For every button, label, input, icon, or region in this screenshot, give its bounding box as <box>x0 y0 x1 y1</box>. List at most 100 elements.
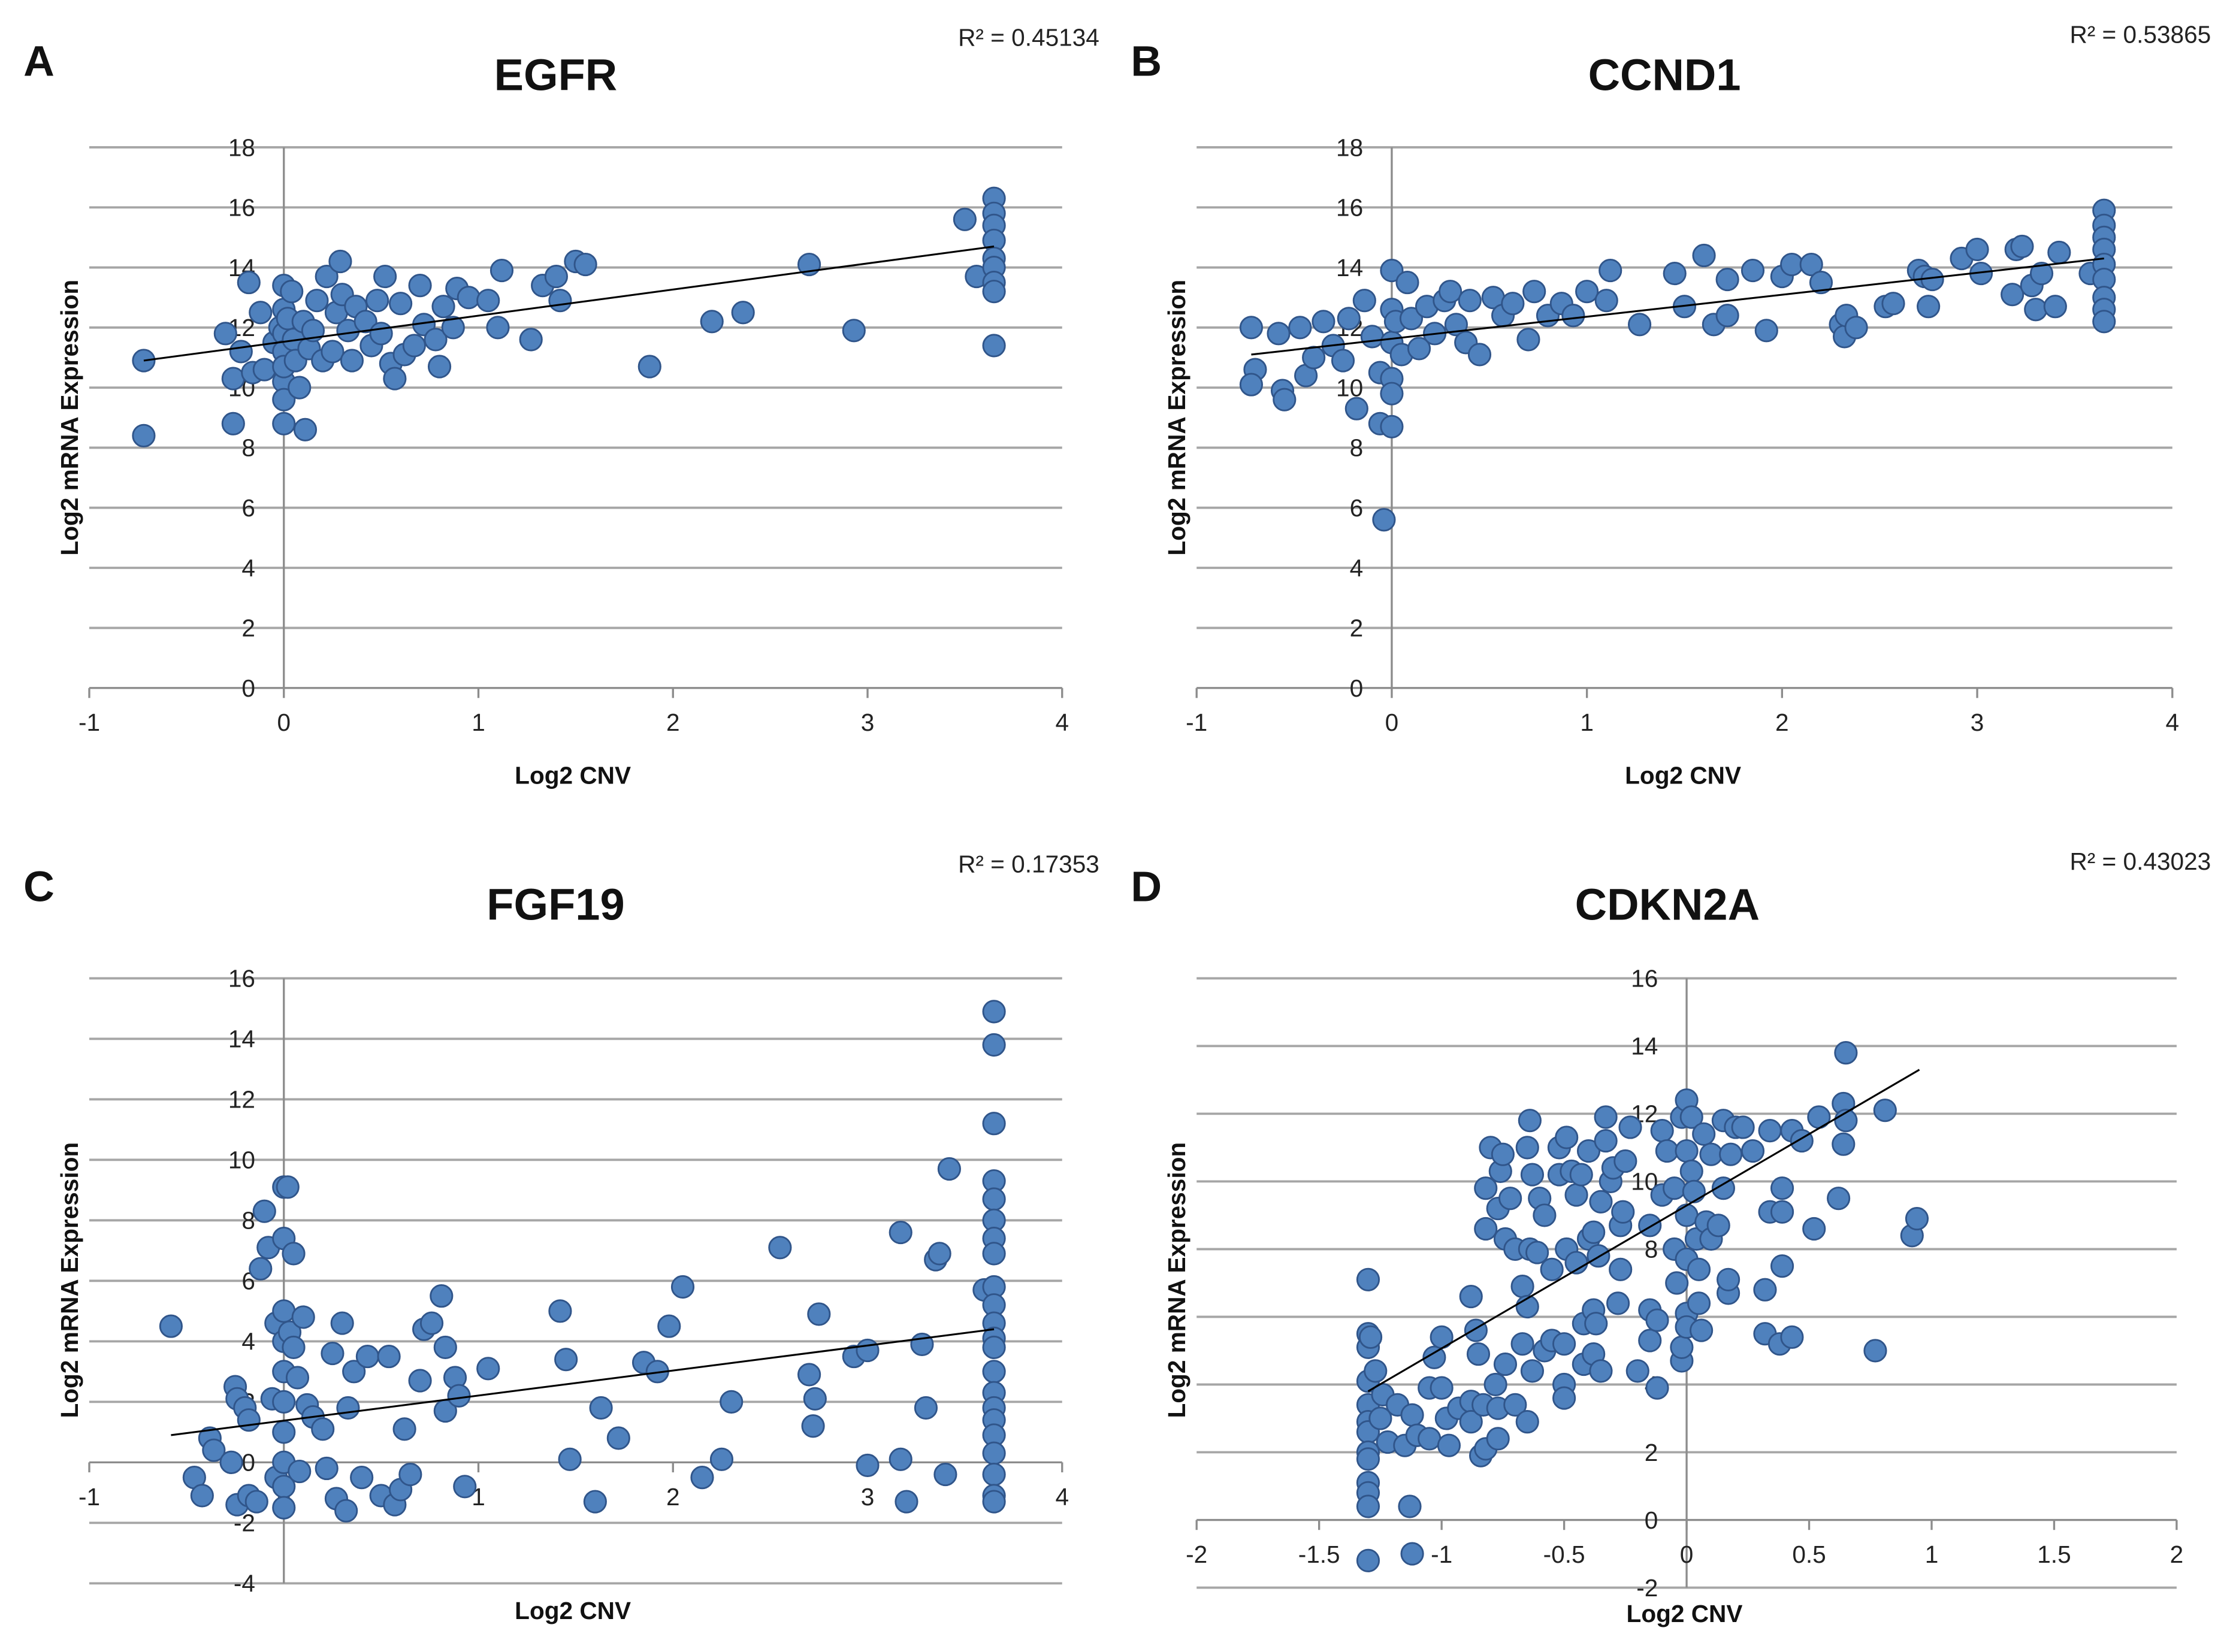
data-point <box>1522 280 1546 304</box>
data-point <box>982 1033 1006 1057</box>
data-point <box>1395 271 1419 295</box>
data-point <box>1520 1359 1545 1383</box>
data-point <box>1780 252 1804 277</box>
data-point <box>1711 1176 1735 1200</box>
data-point <box>1501 292 1525 316</box>
data-point <box>447 1384 471 1408</box>
data-point <box>1753 1278 1777 1302</box>
data-point <box>1467 343 1492 367</box>
data-point <box>1655 1139 1679 1163</box>
trendline <box>143 245 995 362</box>
data-point <box>350 1466 374 1490</box>
data-point <box>377 1345 401 1369</box>
data-point <box>1687 1291 1711 1315</box>
data-point <box>2043 295 2067 319</box>
data-point <box>1881 292 1905 316</box>
data-point <box>1799 252 1823 277</box>
data-point <box>1352 289 1376 313</box>
data-point <box>982 1000 1006 1024</box>
data-point <box>1273 388 1297 412</box>
y-tick-label: 8 <box>1350 434 1364 462</box>
data-point <box>548 289 572 313</box>
data-point <box>1380 382 1404 406</box>
data-point <box>202 1438 226 1462</box>
data-point <box>1770 1176 1794 1200</box>
x-axis-label: Log2 CNV <box>1625 762 1741 789</box>
data-point <box>1491 1142 1515 1166</box>
data-point <box>1638 1214 1662 1238</box>
data-point <box>373 264 397 289</box>
data-point <box>842 319 866 343</box>
data-point <box>1439 280 1463 304</box>
data-point <box>1650 1119 1674 1143</box>
data-point <box>321 340 345 364</box>
data-point <box>2092 310 2116 334</box>
panel-letter: C <box>23 863 55 910</box>
data-point <box>1458 289 1482 313</box>
data-point <box>700 310 724 334</box>
data-point <box>1302 346 1326 370</box>
data-point <box>249 301 273 325</box>
data-point <box>1399 307 1424 331</box>
y-tick-label: 16 <box>1631 965 1658 993</box>
data-point <box>1288 316 1312 340</box>
data-point <box>797 1363 821 1387</box>
data-point <box>237 271 261 295</box>
data-point <box>982 1490 1006 1514</box>
x-tick-label: 4 <box>2165 709 2179 736</box>
x-tick-label: 1 <box>472 709 485 736</box>
data-point <box>720 1390 744 1414</box>
data-point <box>914 1396 938 1420</box>
data-point <box>441 316 465 340</box>
y-tick-label: 6 <box>1350 494 1364 522</box>
data-point <box>1645 1308 1669 1332</box>
data-point <box>457 286 481 310</box>
data-point <box>336 1396 360 1420</box>
data-point <box>1611 1200 1635 1224</box>
data-point <box>252 358 276 382</box>
data-point <box>1834 1041 1858 1065</box>
data-point <box>383 367 407 391</box>
data-point <box>340 349 364 373</box>
data-point <box>489 258 514 283</box>
x-tick-label: 0 <box>1385 709 1399 736</box>
data-point <box>982 1112 1006 1136</box>
data-point <box>1905 1206 1929 1231</box>
data-point <box>402 334 426 358</box>
data-point <box>342 1360 366 1384</box>
y-tick-label: 10 <box>1336 374 1363 401</box>
x-tick-label: 3 <box>1971 709 1984 736</box>
y-axis-label: Log2 mRNA Expression <box>56 280 83 556</box>
data-point <box>355 1345 379 1369</box>
data-point <box>272 1420 296 1444</box>
y-tick-label: 8 <box>241 434 255 462</box>
y-tick-label: 4 <box>241 554 255 582</box>
data-point <box>1564 1183 1588 1207</box>
data-point <box>1356 1267 1380 1291</box>
data-point <box>237 1408 261 1432</box>
x-tick-label: 2 <box>666 1483 680 1511</box>
data-point <box>330 1311 354 1335</box>
x-tick-label: 0.5 <box>1792 1541 1826 1568</box>
y-tick-label: 16 <box>228 965 255 993</box>
data-point <box>1407 337 1431 361</box>
data-point <box>301 319 325 343</box>
data-point <box>1692 243 1716 268</box>
data-point <box>1690 1318 1714 1342</box>
data-point <box>221 367 245 391</box>
data-point <box>252 1199 276 1223</box>
data-point <box>353 310 377 334</box>
data-point <box>1493 1352 1518 1376</box>
data-point <box>1569 1163 1593 1187</box>
data-point <box>430 1284 454 1308</box>
data-point <box>933 1462 957 1487</box>
data-point <box>132 423 156 447</box>
data-point <box>1675 1203 1699 1227</box>
data-point <box>1356 1494 1380 1518</box>
data-point <box>1584 1312 1608 1336</box>
y-axis-label: Log2 mRNA Expression <box>1163 280 1190 556</box>
y-tick-label: 12 <box>228 1086 255 1114</box>
data-point <box>476 289 500 313</box>
data-point <box>1239 316 1263 340</box>
y-tick-label: 18 <box>228 134 255 161</box>
